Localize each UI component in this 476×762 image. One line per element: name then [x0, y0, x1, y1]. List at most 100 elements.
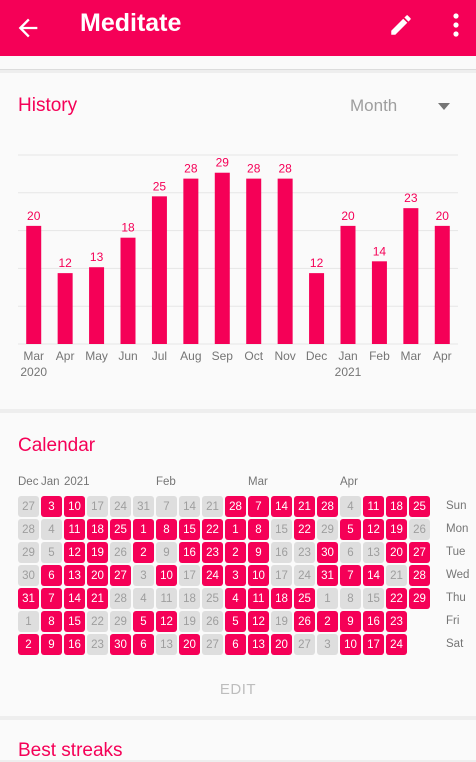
calendar-day[interactable]: 7: [41, 588, 62, 609]
calendar-day[interactable]: 17: [271, 565, 292, 586]
calendar-day[interactable]: 14: [363, 565, 384, 586]
calendar-day[interactable]: 3: [225, 565, 246, 586]
calendar-day[interactable]: 31: [317, 565, 338, 586]
calendar-day[interactable]: 26: [294, 611, 315, 632]
calendar-day[interactable]: 24: [202, 565, 223, 586]
calendar-day[interactable]: 16: [179, 542, 200, 563]
calendar-day[interactable]: 24: [110, 496, 131, 517]
calendar-day[interactable]: 12: [248, 611, 269, 632]
calendar-day[interactable]: 15: [363, 588, 384, 609]
calendar-day[interactable]: 6: [133, 634, 154, 655]
calendar-day[interactable]: 8: [156, 519, 177, 540]
calendar-day[interactable]: 19: [386, 519, 407, 540]
calendar-day[interactable]: 15: [179, 519, 200, 540]
calendar-day[interactable]: 28: [110, 588, 131, 609]
calendar-day[interactable]: 11: [156, 588, 177, 609]
calendar-day[interactable]: 31: [133, 496, 154, 517]
calendar-day[interactable]: 18: [179, 588, 200, 609]
calendar-day[interactable]: 27: [202, 634, 223, 655]
calendar-day[interactable]: 6: [340, 542, 361, 563]
calendar-day[interactable]: 30: [18, 565, 39, 586]
calendar-day[interactable]: 11: [363, 496, 384, 517]
calendar-day[interactable]: 6: [225, 634, 246, 655]
calendar-day[interactable]: 10: [248, 565, 269, 586]
period-select[interactable]: Month: [350, 96, 398, 115]
calendar-day[interactable]: 27: [110, 565, 131, 586]
arrow-back-icon[interactable]: [14, 14, 42, 42]
calendar-day[interactable]: 11: [64, 519, 85, 540]
calendar-day[interactable]: 29: [110, 611, 131, 632]
calendar-day[interactable]: 9: [41, 634, 62, 655]
calendar-day[interactable]: 2: [133, 542, 154, 563]
calendar-day[interactable]: 6: [41, 565, 62, 586]
calendar-day[interactable]: 21: [294, 496, 315, 517]
calendar-day[interactable]: 29: [317, 519, 338, 540]
calendar-day[interactable]: 25: [409, 496, 430, 517]
calendar-day[interactable]: 22: [202, 519, 223, 540]
calendar-day[interactable]: 14: [271, 496, 292, 517]
calendar-day[interactable]: 17: [363, 634, 384, 655]
calendar-day[interactable]: 29: [18, 542, 39, 563]
calendar-day[interactable]: 2: [317, 611, 338, 632]
calendar-day[interactable]: 18: [87, 519, 108, 540]
calendar-day[interactable]: 27: [409, 542, 430, 563]
calendar-day[interactable]: 14: [64, 588, 85, 609]
dropdown-arrow-icon[interactable]: [436, 101, 452, 111]
calendar-day[interactable]: 5: [133, 611, 154, 632]
calendar-day[interactable]: 5: [340, 519, 361, 540]
calendar-day[interactable]: 13: [156, 634, 177, 655]
calendar-day[interactable]: 27: [18, 496, 39, 517]
calendar-day[interactable]: 3: [133, 565, 154, 586]
calendar-day[interactable]: 28: [409, 565, 430, 586]
calendar-day[interactable]: 22: [294, 519, 315, 540]
calendar-day[interactable]: 16: [363, 611, 384, 632]
calendar-day[interactable]: 9: [340, 611, 361, 632]
calendar-day[interactable]: 7: [340, 565, 361, 586]
calendar-day[interactable]: 15: [271, 519, 292, 540]
calendar-day[interactable]: 20: [87, 565, 108, 586]
calendar-day[interactable]: 24: [386, 634, 407, 655]
calendar-day[interactable]: 29: [409, 588, 430, 609]
calendar-day[interactable]: 8: [248, 519, 269, 540]
calendar-day[interactable]: 19: [179, 611, 200, 632]
calendar-day[interactable]: 23: [87, 634, 108, 655]
calendar-day[interactable]: 5: [225, 611, 246, 632]
calendar-day[interactable]: 22: [87, 611, 108, 632]
calendar-day[interactable]: 13: [363, 542, 384, 563]
calendar-day[interactable]: 20: [271, 634, 292, 655]
calendar-day[interactable]: 5: [41, 542, 62, 563]
calendar-day[interactable]: 19: [271, 611, 292, 632]
calendar-day[interactable]: 7: [248, 496, 269, 517]
calendar-day[interactable]: 3: [41, 496, 62, 517]
calendar-day[interactable]: 26: [110, 542, 131, 563]
calendar-day[interactable]: 23: [294, 542, 315, 563]
calendar-day[interactable]: 11: [248, 588, 269, 609]
calendar-day[interactable]: 4: [133, 588, 154, 609]
calendar-day[interactable]: 9: [156, 542, 177, 563]
calendar-day[interactable]: 17: [179, 565, 200, 586]
calendar-day[interactable]: 1: [225, 519, 246, 540]
calendar-day[interactable]: 16: [271, 542, 292, 563]
calendar-day[interactable]: 4: [225, 588, 246, 609]
calendar-day[interactable]: 2: [18, 634, 39, 655]
calendar-day[interactable]: 22: [386, 588, 407, 609]
calendar-day[interactable]: 19: [87, 542, 108, 563]
edit-button[interactable]: EDIT: [219, 681, 257, 698]
calendar-day[interactable]: 18: [386, 496, 407, 517]
calendar-day[interactable]: 20: [179, 634, 200, 655]
calendar-day[interactable]: 10: [340, 634, 361, 655]
calendar-day[interactable]: 30: [110, 634, 131, 655]
calendar-day[interactable]: 1: [133, 519, 154, 540]
calendar-day[interactable]: 16: [64, 634, 85, 655]
calendar-day[interactable]: 28: [225, 496, 246, 517]
calendar-day[interactable]: 21: [202, 496, 223, 517]
calendar-day[interactable]: 8: [41, 611, 62, 632]
calendar-day[interactable]: 28: [317, 496, 338, 517]
calendar-day[interactable]: 18: [271, 588, 292, 609]
calendar-day[interactable]: 21: [386, 565, 407, 586]
calendar-day[interactable]: 23: [202, 542, 223, 563]
calendar-day[interactable]: 4: [41, 519, 62, 540]
calendar-day[interactable]: 10: [64, 496, 85, 517]
calendar-day[interactable]: 13: [64, 565, 85, 586]
calendar-day[interactable]: 23: [386, 611, 407, 632]
